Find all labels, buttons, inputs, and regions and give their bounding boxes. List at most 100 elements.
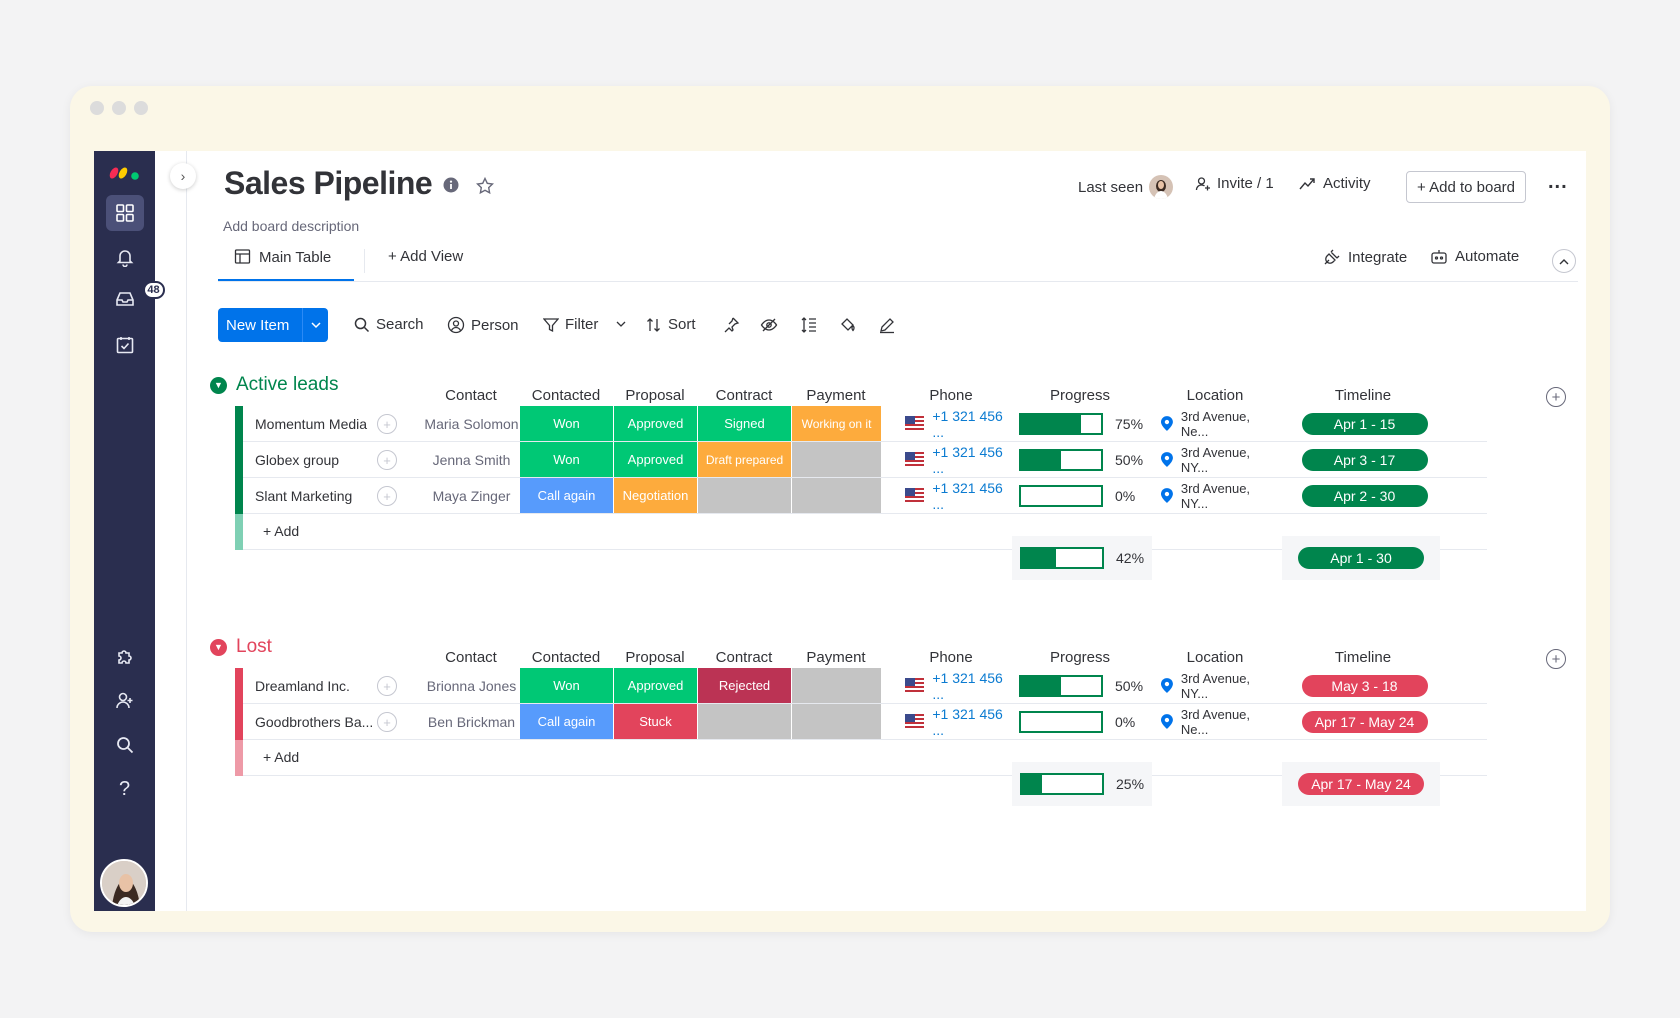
group-collapse-icon[interactable]: ▼	[210, 638, 227, 656]
integrate-button[interactable]: Integrate	[1323, 248, 1407, 266]
phone-cell[interactable]: +1 321 456 ...	[889, 406, 1009, 441]
payment-status[interactable]	[792, 478, 882, 513]
phone-cell[interactable]: +1 321 456 ...	[889, 442, 1009, 477]
column-header-progress[interactable]: Progress	[1049, 649, 1111, 666]
automate-button[interactable]: Automate	[1430, 248, 1519, 265]
filter-button[interactable]: Filter	[543, 316, 626, 333]
add-update-icon[interactable]: +	[377, 676, 397, 696]
add-update-icon[interactable]: +	[377, 450, 397, 470]
my-work-calendar-icon[interactable]	[94, 325, 155, 365]
column-header-phone[interactable]: Phone	[929, 387, 973, 404]
contact-cell[interactable]: Maria Solomon	[424, 406, 520, 441]
proposal-status[interactable]: Stuck	[614, 704, 698, 739]
last-seen[interactable]: Last seen	[1078, 175, 1174, 199]
proposal-status[interactable]: Approved	[614, 668, 698, 703]
column-header-progress[interactable]: Progress	[1049, 387, 1111, 404]
table-row[interactable]: Momentum Media + Maria Solomon Won Appro…	[235, 406, 1487, 442]
column-header-contacted[interactable]: Contacted	[531, 649, 601, 666]
contacted-status[interactable]: Won	[520, 668, 614, 703]
contacted-status[interactable]: Call again	[520, 704, 614, 739]
apps-puzzle-icon[interactable]	[94, 637, 155, 677]
table-row[interactable]: Slant Marketing + Maya Zinger Call again…	[235, 478, 1487, 514]
invite-members-icon[interactable]	[94, 681, 155, 721]
contract-status[interactable]	[698, 478, 792, 513]
add-update-icon[interactable]: +	[377, 486, 397, 506]
timeline-cell[interactable]: Apr 17 - May 24	[1283, 704, 1447, 739]
column-header-contact[interactable]: Contact	[445, 649, 497, 666]
contact-cell[interactable]: Maya Zinger	[424, 478, 520, 513]
more-options-button[interactable]: ...	[1548, 171, 1568, 193]
window-maximize-dot[interactable]	[134, 101, 148, 115]
location-cell[interactable]: 3rd Avenue, NY...	[1153, 478, 1281, 513]
column-header-contacted[interactable]: Contacted	[531, 387, 601, 404]
expand-panel-button[interactable]: ›	[170, 163, 196, 189]
column-header-proposal[interactable]: Proposal	[625, 649, 685, 666]
window-minimize-dot[interactable]	[112, 101, 126, 115]
collapse-header-button[interactable]	[1552, 249, 1576, 273]
add-view-button[interactable]: + Add View	[388, 248, 463, 265]
item-name[interactable]: Slant Marketing	[255, 488, 353, 504]
add-item-row[interactable]: + Add	[235, 740, 1487, 776]
contact-cell[interactable]: Ben Brickman	[424, 704, 520, 739]
timeline-cell[interactable]: May 3 - 18	[1283, 668, 1447, 703]
location-cell[interactable]: 3rd Avenue, NY...	[1153, 442, 1281, 477]
help-icon[interactable]: ?	[118, 777, 131, 800]
invite-button[interactable]: Invite / 1	[1195, 175, 1274, 192]
column-header-phone[interactable]: Phone	[929, 649, 973, 666]
item-name[interactable]: Dreamland Inc.	[255, 678, 350, 694]
favorite-star-icon[interactable]	[475, 176, 495, 200]
phone-cell[interactable]: +1 321 456 ...	[889, 704, 1009, 739]
item-name[interactable]: Goodbrothers Ba...	[255, 714, 374, 730]
location-cell[interactable]: 3rd Avenue, Ne...	[1153, 406, 1281, 441]
column-header-location[interactable]: Location	[1186, 649, 1244, 666]
contacted-status[interactable]: Call again	[520, 478, 614, 513]
contract-status[interactable]: Signed	[698, 406, 792, 441]
group-title-lost[interactable]: ▼ Lost	[210, 636, 272, 658]
search-everything-icon[interactable]	[94, 725, 155, 765]
table-row[interactable]: Globex group + Jenna Smith Won Approved …	[235, 442, 1487, 478]
sort-button[interactable]: Sort	[646, 316, 696, 333]
add-column-button[interactable]: +	[1546, 649, 1566, 669]
column-header-payment[interactable]: Payment	[806, 387, 866, 404]
group-collapse-icon[interactable]: ▼	[210, 376, 227, 394]
contract-status[interactable]: Rejected	[698, 668, 792, 703]
row-height-icon[interactable]	[800, 316, 818, 334]
proposal-status[interactable]: Approved	[614, 406, 698, 441]
column-header-timeline[interactable]: Timeline	[1334, 649, 1392, 666]
location-cell[interactable]: 3rd Avenue, NY...	[1153, 668, 1281, 703]
column-header-contract[interactable]: Contract	[715, 387, 773, 404]
item-name[interactable]: Globex group	[255, 452, 340, 468]
add-update-icon[interactable]: +	[377, 712, 397, 732]
payment-status[interactable]	[792, 668, 882, 703]
info-icon[interactable]	[443, 177, 459, 198]
color-paint-bucket-icon[interactable]	[839, 316, 857, 334]
contact-cell[interactable]: Jenna Smith	[424, 442, 520, 477]
table-row[interactable]: Dreamland Inc. + Brionna Jones Won Appro…	[235, 668, 1487, 704]
column-header-contract[interactable]: Contract	[715, 649, 773, 666]
contract-status[interactable]: Draft prepared	[698, 442, 792, 477]
column-header-timeline[interactable]: Timeline	[1334, 387, 1392, 404]
proposal-status[interactable]: Negotiation	[614, 478, 698, 513]
column-header-contact[interactable]: Contact	[445, 387, 497, 404]
board-title[interactable]: Sales Pipeline	[224, 165, 433, 201]
activity-button[interactable]: Activity	[1299, 175, 1371, 192]
add-item-row[interactable]: + Add	[235, 514, 1487, 550]
user-avatar[interactable]	[100, 859, 148, 907]
column-header-payment[interactable]: Payment	[806, 649, 866, 666]
timeline-cell[interactable]: Apr 1 - 15	[1283, 406, 1447, 441]
column-header-proposal[interactable]: Proposal	[625, 387, 685, 404]
item-name[interactable]: Momentum Media	[255, 416, 368, 432]
contact-cell[interactable]: Brionna Jones	[424, 668, 520, 703]
new-item-dropdown[interactable]	[302, 308, 328, 342]
payment-status[interactable]	[792, 704, 882, 739]
add-update-icon[interactable]: +	[377, 414, 397, 434]
pin-icon[interactable]	[722, 316, 740, 334]
add-column-button[interactable]: +	[1546, 387, 1566, 407]
board-description[interactable]: Add board description	[223, 218, 360, 234]
payment-status[interactable]	[792, 442, 882, 477]
phone-cell[interactable]: +1 321 456 ...	[889, 668, 1009, 703]
edit-pen-icon[interactable]	[878, 316, 896, 334]
proposal-status[interactable]: Approved	[614, 442, 698, 477]
add-to-board-button[interactable]: + Add to board	[1406, 171, 1526, 203]
workspace-icon[interactable]	[94, 193, 155, 233]
